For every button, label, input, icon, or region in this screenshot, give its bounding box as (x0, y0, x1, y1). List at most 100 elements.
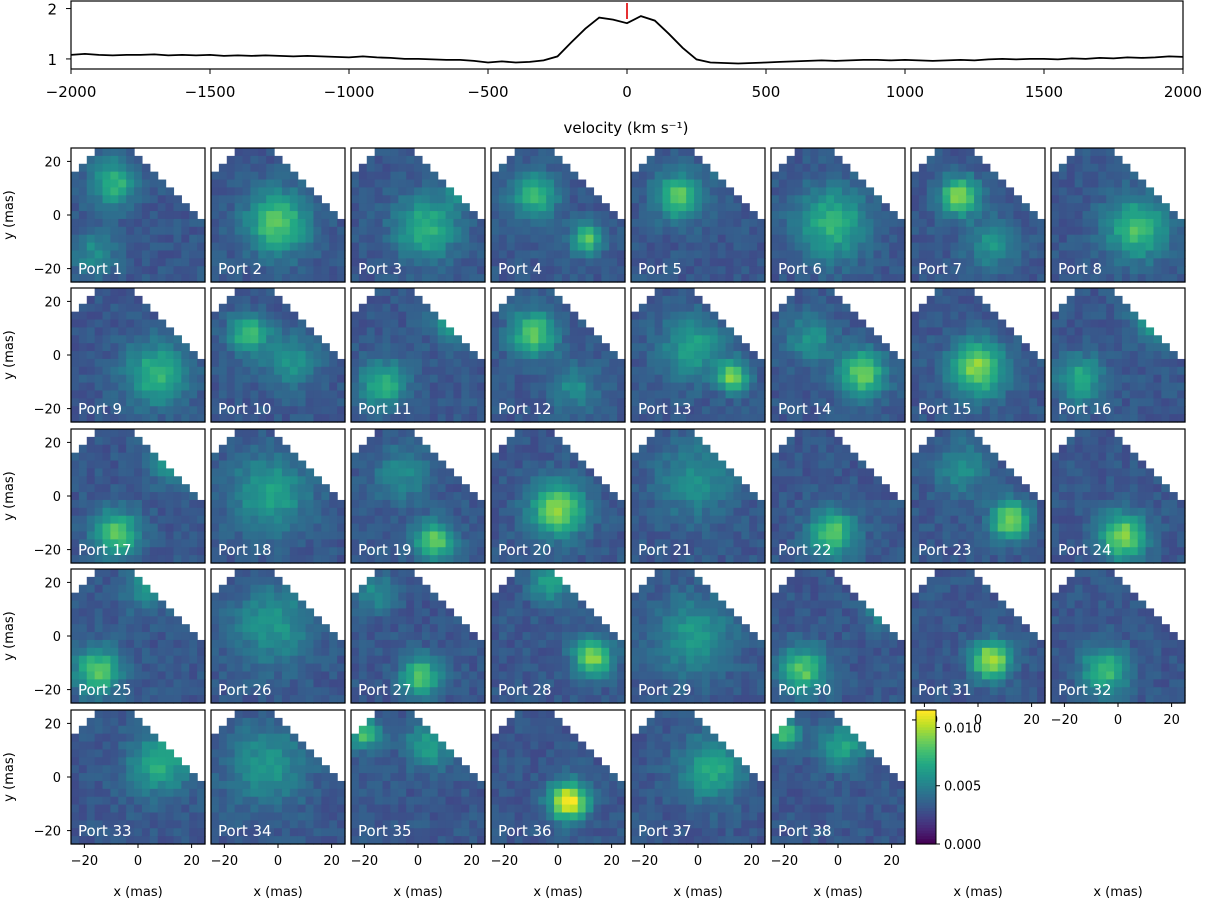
heatmap-cell (538, 374, 547, 384)
heatmap-cell (897, 382, 906, 392)
heatmap-cell (173, 374, 182, 384)
heatmap-cell (966, 266, 975, 275)
heatmap-cell (849, 234, 859, 244)
heatmap-cell (934, 406, 944, 415)
heatmap-cell (569, 484, 579, 493)
heatmap-cell (818, 390, 827, 399)
heatmap-cell (226, 319, 236, 329)
heatmap-cell (989, 390, 999, 399)
heatmap-cell (250, 531, 259, 540)
heatmap-cell (670, 179, 679, 189)
heatmap-cell (258, 274, 267, 283)
heatmap-cell (841, 226, 851, 236)
heatmap-cell (585, 414, 595, 423)
heatmap-cell (794, 179, 804, 189)
heatmap-panel-label: Port 7 (918, 260, 962, 278)
heatmap-cell (358, 319, 368, 329)
heatmap-cell (297, 179, 307, 189)
heatmap-cell (911, 250, 920, 259)
heatmap-cell (78, 390, 88, 399)
heatmap-cell (546, 218, 555, 228)
heatmap-cell (1074, 311, 1084, 321)
heatmap-cell (398, 311, 407, 321)
heatmap-cell (102, 179, 112, 189)
heatmap-cell (337, 547, 346, 556)
heatmap-cell (242, 390, 252, 399)
heatmap-cell (429, 414, 439, 423)
heatmap-cell (585, 492, 595, 501)
heatmap-cell (826, 288, 835, 297)
heatmap-cell (686, 319, 695, 329)
heatmap-cell (189, 258, 198, 267)
heatmap-cell (1058, 218, 1068, 228)
heatmap-cell (218, 195, 228, 204)
heatmap-cell (242, 484, 252, 493)
heatmap-cell (810, 266, 819, 275)
heatmap-cell (918, 274, 928, 283)
heatmap-cell (538, 319, 547, 329)
heatmap-cell (421, 258, 431, 267)
heatmap-cell (266, 358, 275, 368)
heatmap-cell (826, 295, 835, 305)
heatmap-cell (638, 226, 648, 236)
heatmap-cell (918, 187, 928, 196)
heatmap-cell (110, 195, 119, 204)
heatmap-cell (997, 242, 1007, 252)
heatmap-cell (437, 476, 447, 485)
heatmap-cell (514, 555, 524, 564)
heatmap-cell (445, 343, 455, 352)
heatmap-cell (741, 242, 750, 252)
heatmap-cell (390, 250, 399, 259)
heatmap-cell (1066, 351, 1076, 360)
heatmap-cell (71, 203, 80, 212)
heatmap-cell (974, 218, 983, 228)
heatmap-cell (1082, 390, 1092, 399)
heatmap-cell (382, 555, 392, 564)
heatmap-cell (351, 203, 360, 212)
heatmap-cell (966, 226, 975, 236)
heatmap-cell (926, 171, 936, 181)
heatmap-cell (974, 398, 983, 407)
heatmap-cell (110, 555, 119, 564)
heatmap-cell (514, 311, 524, 321)
heatmap-cell (918, 163, 928, 173)
heatmap-cell (1066, 274, 1076, 283)
heatmap-cell (250, 311, 259, 321)
heatmap-cell (1129, 398, 1139, 407)
heatmap-cell (709, 171, 719, 181)
heatmap-cell (546, 226, 555, 236)
heatmap-cell (313, 398, 322, 407)
heatmap-cell (561, 226, 571, 236)
heatmap-cell (453, 351, 462, 360)
heatmap-cell (1121, 274, 1131, 283)
heatmap-cell (453, 398, 462, 407)
heatmap-cell (406, 499, 415, 509)
heatmap-cell (506, 539, 516, 548)
heatmap-cell (250, 358, 259, 368)
heatmap-cell (491, 195, 500, 204)
heatmap-cell (1106, 258, 1115, 267)
heatmap-cell (974, 234, 983, 244)
heatmap-cell (1013, 218, 1022, 228)
heatmap-cell (889, 398, 898, 407)
heatmap-cell (601, 499, 610, 509)
heatmap-cell (725, 234, 735, 244)
heatmap-cell (390, 179, 399, 189)
heatmap-cell (638, 266, 648, 275)
heatmap-cell (226, 343, 236, 352)
heatmap-cell (406, 179, 415, 189)
heatmap-cell (197, 547, 206, 556)
heatmap-cell (477, 250, 486, 259)
heatmap-panel: Port 10 (210, 287, 346, 423)
heatmap-cell (234, 242, 244, 252)
heatmap-cell (865, 266, 875, 275)
heatmap-cell (585, 226, 595, 236)
heatmap-cell (741, 398, 750, 407)
heatmap-cell (1161, 250, 1170, 259)
heatmap-cell (453, 242, 462, 252)
heatmap-cell (414, 468, 423, 477)
heatmap-cell (974, 274, 983, 283)
heatmap-cell (429, 547, 439, 556)
heatmap-cell (102, 303, 112, 313)
heatmap-cell (561, 179, 571, 189)
